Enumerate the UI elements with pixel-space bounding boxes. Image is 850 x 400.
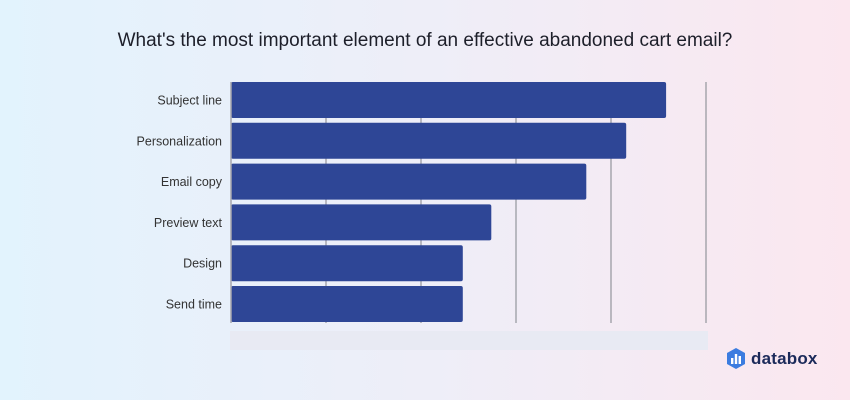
chart-title: What's the most important element of an …: [117, 30, 733, 51]
category-label: Personalization: [137, 134, 223, 148]
databox-logo: databox: [727, 348, 818, 370]
gridlines: [325, 82, 707, 323]
category-label: Design: [183, 257, 222, 271]
category-label: Preview text: [154, 216, 223, 230]
bar: [231, 204, 492, 241]
bar: [231, 82, 667, 118]
bar: [231, 286, 463, 322]
bar: [231, 245, 463, 282]
category-label: Send time: [166, 298, 222, 312]
bar: [231, 122, 627, 159]
brand-name: databox: [751, 349, 818, 368]
bars: [231, 82, 667, 322]
category-labels: Subject line Personalization Email copy Pre…: [137, 94, 223, 312]
category-label: Email copy: [161, 175, 223, 189]
bar: [231, 163, 587, 200]
category-label: Subject line: [157, 94, 222, 108]
axis-track: [230, 331, 708, 350]
databox-icon: [727, 348, 745, 369]
